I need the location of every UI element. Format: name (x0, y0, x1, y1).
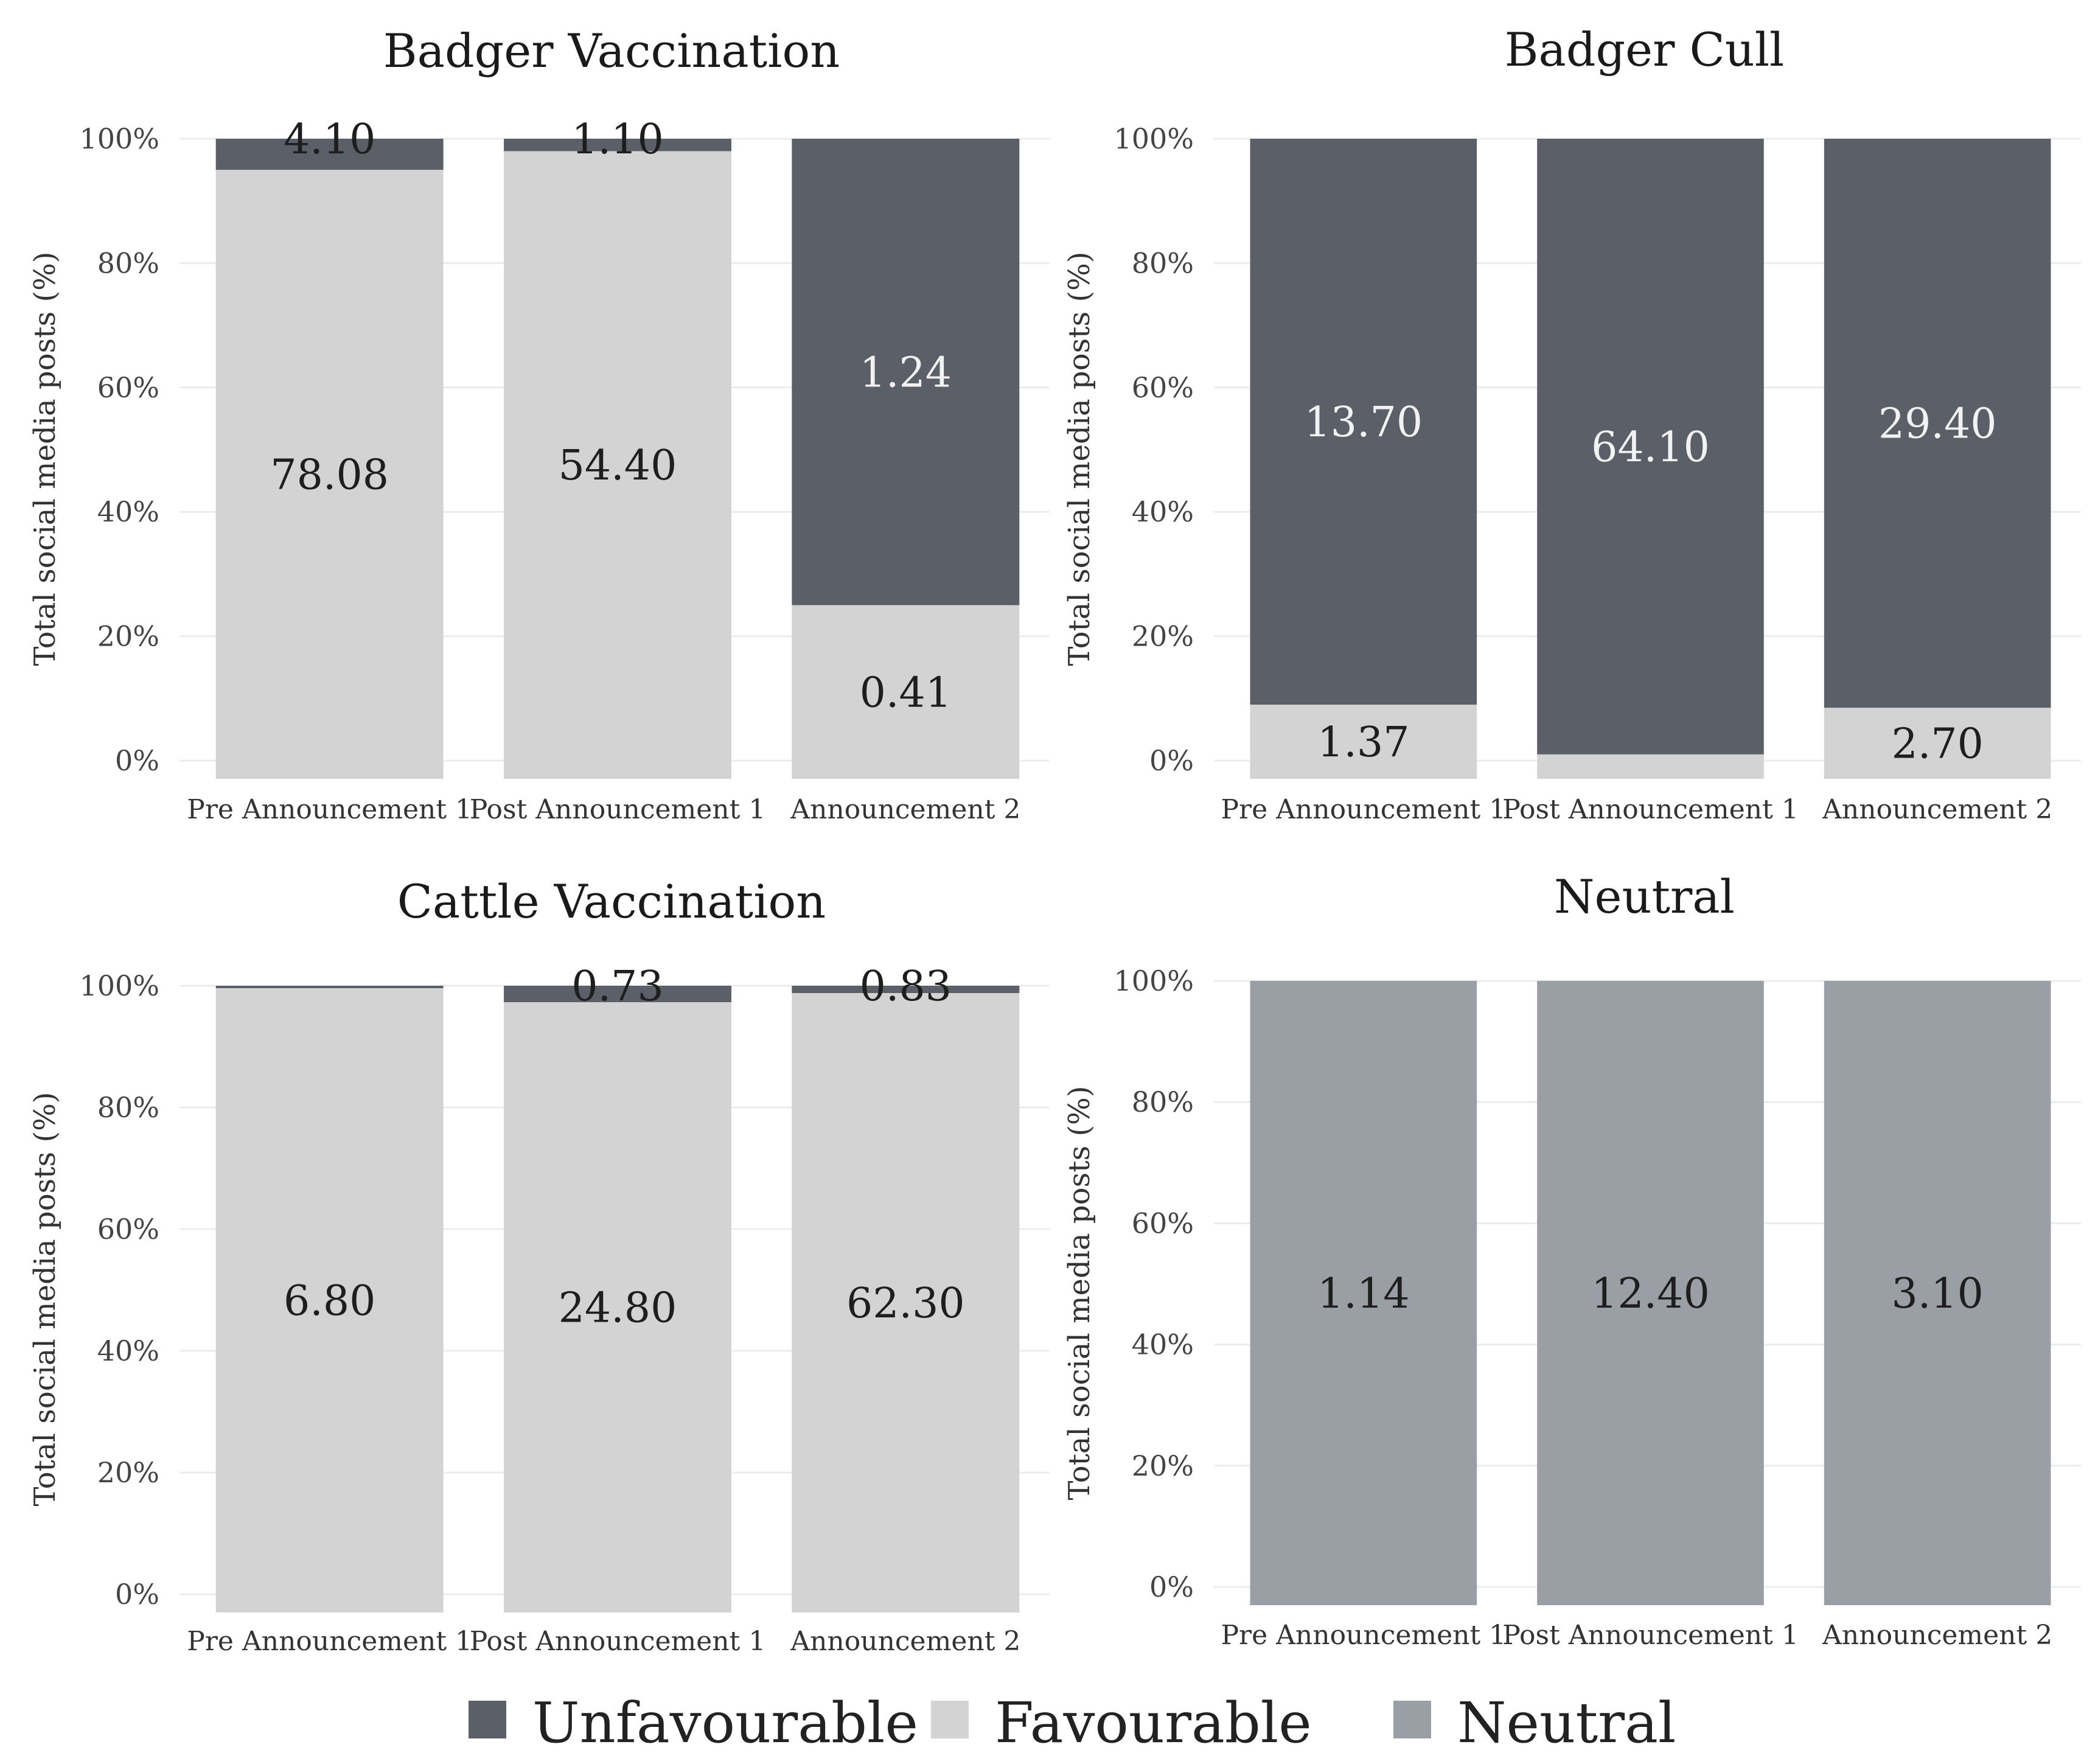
legend-label: Favourable (995, 1690, 1312, 1755)
x-tick-label: Post Announcement 1 (1502, 1620, 1799, 1651)
bar-favourable (215, 988, 444, 1612)
y-tick-label: 40% (97, 495, 159, 528)
bar-unfavourable (504, 986, 731, 1002)
legend-item-unfavourable: Unfavourable (469, 1690, 918, 1755)
x-tick-label: Announcement 2 (1822, 1620, 2052, 1651)
y-axis-label: Total social media posts (%) (28, 251, 62, 666)
data-label: 6.80 (284, 1277, 375, 1325)
y-tick-label: 20% (97, 1456, 159, 1489)
chart-title: Badger Cull (1505, 23, 1785, 77)
x-tick-label: Pre Announcement 1 (1221, 1620, 1506, 1651)
chart-panel-4: 0% 20% 40% 60% 80% 100% Total social media pos… (1062, 870, 2081, 1651)
y-tick-label: 60% (1132, 371, 1194, 404)
legend-label: Neutral (1457, 1690, 1676, 1755)
bar-favourable (215, 170, 444, 779)
chart-title: Cattle Vaccination (397, 874, 826, 929)
bar-favourable (1250, 705, 1477, 779)
bar-neutral (1537, 981, 1764, 1605)
x-tick-label: Pre Announcement 1 (187, 794, 472, 825)
y-tick-label: 80% (97, 1091, 159, 1124)
y-tick-label: 100% (1113, 122, 1194, 155)
x-tick-label: Post Announcement 1 (1502, 794, 1799, 825)
x-tick-label: Pre Announcement 1 (187, 1626, 472, 1657)
data-label: 1.37 (1317, 719, 1409, 767)
bar-favourable (792, 605, 1020, 779)
bar-unfavourable (215, 139, 444, 170)
y-tick-label: 40% (1132, 1328, 1194, 1361)
bar-neutral (1250, 981, 1477, 1605)
bar-unfavourable (792, 986, 1020, 993)
data-label: 2.70 (1891, 720, 1983, 769)
bar-favourable (1537, 754, 1764, 779)
data-label: 1.10 (571, 116, 663, 164)
data-label: 62.30 (846, 1280, 965, 1328)
chart-panel-3: 0% 20% 40% 60% 80% 100% Total social media pos… (28, 874, 1050, 1657)
y-tick-label: 60% (1132, 1207, 1194, 1239)
y-tick-label: 20% (97, 620, 159, 653)
y-tick-label: 60% (97, 371, 159, 404)
bar-favourable (504, 1002, 731, 1612)
y-tick-label: 40% (97, 1334, 159, 1367)
chart-title: Neutral (1554, 870, 1735, 924)
x-tick-label: Post Announcement 1 (470, 1626, 766, 1657)
y-axis-label: Total social media posts (%) (1062, 251, 1096, 666)
bar-unfavourable (1250, 139, 1477, 705)
bar-unfavourable (215, 986, 444, 988)
chart-panel-1: 0% 20% 40% 60% 80% 100% Total social media pos… (28, 24, 1050, 825)
data-label: 13.70 (1304, 399, 1423, 447)
legend: Unfavourable Favourable Neutral (469, 1690, 1676, 1755)
legend-item-neutral: Neutral (1393, 1690, 1676, 1755)
y-tick-label: 60% (97, 1213, 159, 1246)
x-tick-label: Announcement 2 (790, 794, 1020, 825)
y-tick-label: 80% (97, 246, 159, 279)
legend-label: Unfavourable (532, 1690, 918, 1755)
y-tick-label: 20% (1132, 1449, 1194, 1482)
y-tick-label: 40% (1132, 495, 1194, 528)
x-tick-label: Announcement 2 (790, 1626, 1020, 1657)
bar-favourable (1824, 708, 2051, 779)
data-label: 0.41 (860, 669, 952, 717)
y-tick-label: 0% (1149, 744, 1194, 777)
chart-panel-2: 0% 20% 40% 60% 80% 100% Total social media pos… (1062, 23, 2081, 825)
x-tick-label: Post Announcement 1 (470, 794, 766, 825)
data-label: 1.24 (860, 349, 952, 397)
data-label: 3.10 (1891, 1270, 1983, 1318)
bar-favourable (504, 151, 731, 779)
data-label: 29.40 (1878, 400, 1997, 448)
legend-swatch (469, 1701, 506, 1738)
data-label: 0.73 (571, 963, 663, 1011)
y-tick-label: 80% (1132, 1086, 1194, 1118)
bar-unfavourable (1824, 139, 2051, 708)
bar-unfavourable (504, 139, 731, 152)
legend-swatch (931, 1701, 969, 1738)
y-tick-label: 20% (1132, 620, 1194, 653)
data-label: 1.14 (1317, 1270, 1409, 1318)
data-label: 64.10 (1591, 424, 1710, 472)
y-tick-label: 100% (1113, 964, 1194, 997)
bar-neutral (1824, 981, 2051, 1605)
legend-swatch (1393, 1701, 1431, 1738)
y-tick-label: 0% (1149, 1571, 1194, 1603)
data-label: 78.08 (270, 451, 389, 500)
x-tick-label: Announcement 2 (1822, 794, 2052, 825)
data-label: 0.83 (860, 963, 952, 1011)
bar-unfavourable (1537, 139, 1764, 755)
data-label: 24.80 (559, 1285, 677, 1333)
chart-title: Badger Vaccination (383, 24, 840, 78)
y-tick-label: 0% (115, 744, 159, 777)
y-axis-label: Total social media posts (%) (1062, 1086, 1096, 1500)
bar-unfavourable (792, 139, 1020, 605)
data-label: 54.40 (559, 442, 677, 490)
y-tick-label: 80% (1132, 246, 1194, 279)
y-tick-label: 100% (79, 969, 159, 1002)
y-tick-label: 100% (79, 122, 159, 155)
y-axis-label: Total social media posts (%) (28, 1092, 62, 1506)
bar-favourable (792, 993, 1020, 1612)
legend-item-favourable: Favourable (931, 1690, 1312, 1755)
data-label: 12.40 (1591, 1270, 1710, 1318)
y-tick-label: 0% (115, 1578, 159, 1611)
x-tick-label: Pre Announcement 1 (1221, 794, 1506, 825)
data-label: 4.10 (284, 116, 375, 164)
